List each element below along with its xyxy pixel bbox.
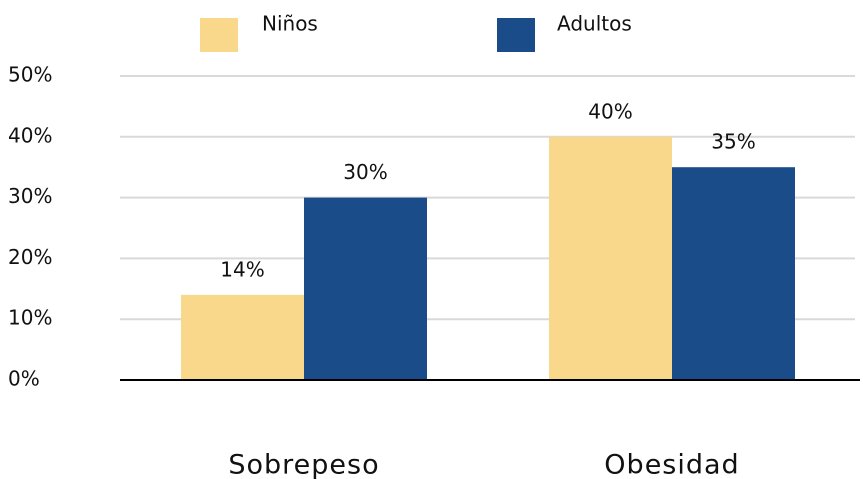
legend-label: Adultos — [557, 12, 632, 36]
data-label: 14% — [220, 257, 264, 281]
legend-swatch — [200, 18, 238, 52]
x-tick-label: Obesidad — [604, 450, 739, 479]
legend-swatch — [497, 18, 535, 52]
data-label: 35% — [711, 130, 755, 154]
bars — [181, 136, 795, 380]
y-tick-label: 40% — [8, 123, 52, 147]
y-tick-label: 20% — [8, 245, 52, 269]
data-label: 30% — [343, 160, 387, 184]
bar — [304, 197, 427, 380]
bar — [181, 294, 304, 380]
y-tick-label: 30% — [8, 184, 52, 208]
data-label: 40% — [588, 99, 632, 123]
bar — [549, 136, 672, 380]
x-tick-label: Sobrepeso — [228, 450, 379, 479]
y-tick-label: 0% — [8, 367, 40, 391]
bar — [672, 167, 795, 380]
legend-label: Niños — [262, 12, 318, 36]
y-tick-label: 10% — [8, 306, 52, 330]
y-tick-label: 50% — [8, 63, 52, 87]
